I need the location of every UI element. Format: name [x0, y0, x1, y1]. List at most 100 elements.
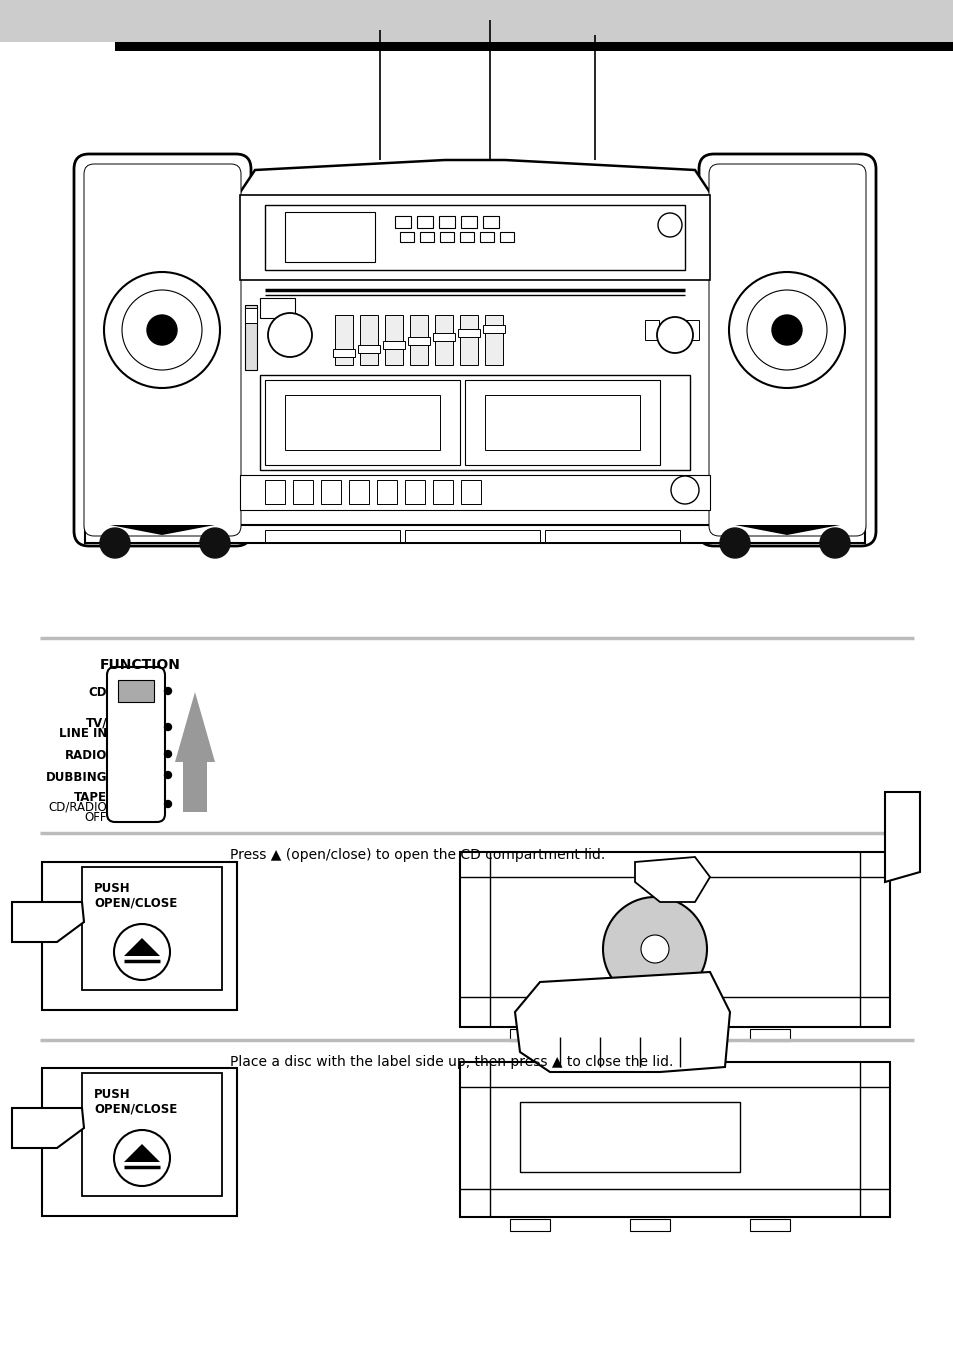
Circle shape	[646, 941, 662, 957]
Bar	[405, 480, 424, 504]
Text: Press ▲ (open/close) to open the CD compartment lid.: Press ▲ (open/close) to open the CD comp…	[230, 848, 604, 863]
Circle shape	[113, 923, 170, 980]
Bar	[349, 480, 369, 504]
Bar	[499, 233, 514, 242]
Bar	[118, 680, 153, 702]
Bar	[399, 233, 414, 242]
Bar	[457, 329, 479, 337]
Bar	[459, 852, 889, 1028]
Bar	[435, 315, 453, 365]
Bar	[245, 308, 256, 323]
Circle shape	[670, 476, 699, 504]
Text: FUNCTION: FUNCTION	[100, 658, 181, 672]
FancyBboxPatch shape	[699, 154, 875, 546]
Polygon shape	[124, 938, 160, 956]
Bar	[484, 395, 639, 450]
FancyBboxPatch shape	[74, 154, 251, 546]
Text: Place a disc with the label side up, then press ▲ to close the lid.: Place a disc with the label side up, the…	[230, 1055, 673, 1069]
Bar	[482, 324, 504, 333]
Bar	[42, 1068, 236, 1215]
Bar	[405, 530, 539, 542]
Circle shape	[657, 316, 692, 353]
Circle shape	[164, 723, 172, 730]
Bar	[460, 480, 480, 504]
Bar	[544, 530, 679, 542]
Bar	[629, 1029, 669, 1041]
Bar	[85, 525, 864, 544]
Circle shape	[640, 936, 668, 963]
Bar	[320, 480, 340, 504]
Bar	[482, 216, 498, 228]
FancyBboxPatch shape	[107, 667, 165, 822]
Bar	[359, 315, 377, 365]
Bar	[479, 233, 494, 242]
Bar	[644, 320, 659, 339]
Polygon shape	[12, 1109, 84, 1148]
Circle shape	[602, 896, 706, 1000]
Text: PUSH: PUSH	[94, 882, 131, 895]
Circle shape	[113, 1130, 170, 1186]
Text: CD/RADIO: CD/RADIO	[49, 800, 107, 814]
Circle shape	[122, 289, 202, 370]
Text: OPEN/CLOSE: OPEN/CLOSE	[94, 896, 177, 909]
Polygon shape	[515, 972, 729, 1072]
Bar	[382, 341, 405, 349]
Bar	[395, 216, 411, 228]
Bar	[749, 1220, 789, 1232]
Bar	[260, 375, 689, 470]
Circle shape	[200, 529, 230, 558]
Polygon shape	[174, 692, 214, 813]
Bar	[484, 315, 502, 365]
Bar	[410, 315, 428, 365]
Circle shape	[820, 529, 849, 558]
Bar	[419, 233, 434, 242]
Polygon shape	[734, 525, 840, 535]
Bar	[749, 1029, 789, 1041]
Bar	[459, 315, 477, 365]
Polygon shape	[635, 857, 709, 902]
Bar	[293, 480, 313, 504]
Circle shape	[164, 688, 172, 695]
Bar	[433, 480, 453, 504]
Bar	[357, 345, 379, 353]
Bar	[285, 395, 439, 450]
Bar	[265, 206, 684, 270]
Bar	[408, 337, 430, 345]
Bar	[433, 333, 455, 341]
Bar	[464, 380, 659, 465]
Bar	[265, 480, 285, 504]
Circle shape	[104, 272, 220, 388]
Circle shape	[164, 750, 172, 757]
Bar	[335, 315, 353, 365]
Bar	[42, 863, 236, 1010]
Bar	[0, 0, 953, 42]
Bar	[82, 1073, 222, 1197]
Text: TAPE: TAPE	[74, 791, 107, 804]
Bar	[459, 233, 474, 242]
Text: TV/: TV/	[86, 717, 107, 729]
Bar	[439, 233, 454, 242]
Bar	[416, 216, 433, 228]
Circle shape	[746, 289, 826, 370]
Polygon shape	[110, 525, 214, 535]
Text: OFF: OFF	[85, 811, 107, 823]
Bar	[333, 349, 355, 357]
Circle shape	[720, 529, 749, 558]
Text: LINE IN: LINE IN	[58, 727, 107, 740]
Text: PUSH: PUSH	[94, 1088, 131, 1101]
Circle shape	[728, 272, 844, 388]
Bar	[510, 1220, 550, 1232]
Bar	[510, 1029, 550, 1041]
Bar	[629, 1220, 669, 1232]
Circle shape	[651, 946, 658, 952]
Bar	[376, 480, 396, 504]
Bar	[519, 1102, 740, 1172]
FancyBboxPatch shape	[84, 164, 241, 535]
Text: OPEN/CLOSE: OPEN/CLOSE	[94, 1102, 177, 1115]
Bar	[245, 306, 256, 370]
Bar	[460, 216, 476, 228]
Bar	[115, 42, 953, 51]
Circle shape	[164, 772, 172, 779]
Bar	[438, 216, 455, 228]
Bar	[684, 320, 699, 339]
